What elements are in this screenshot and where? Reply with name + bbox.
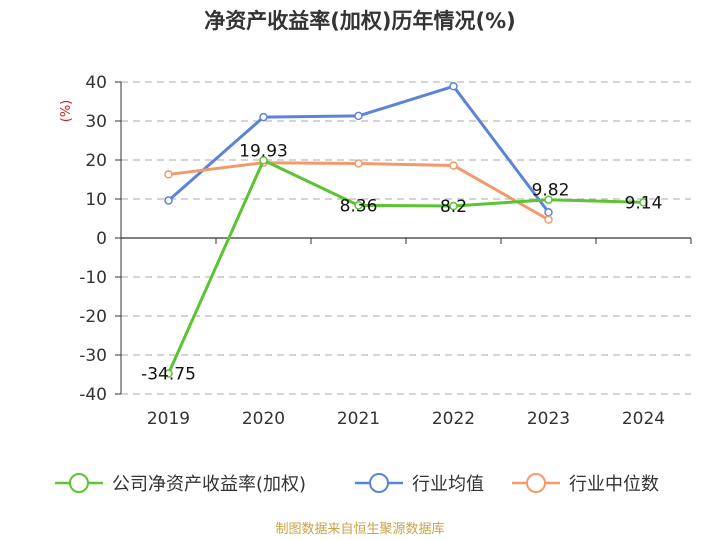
y-axis-label: (%) (59, 100, 74, 123)
data-point (164, 170, 173, 179)
legend-marker (526, 473, 546, 493)
data-point (354, 159, 363, 168)
data-point (259, 156, 268, 165)
y-tick-label: -30 (79, 346, 107, 366)
data-point (259, 112, 268, 122)
grid-lines (121, 81, 691, 395)
series-lines (164, 82, 648, 378)
source-note: 制图数据来自恒生聚源数据库 (275, 521, 444, 537)
data-label: -34.75 (141, 365, 196, 385)
data-label: 9.14 (625, 193, 663, 213)
data-point (164, 196, 173, 205)
data-point (354, 201, 363, 210)
legend-label: 公司净资产收益率(加权) (112, 474, 306, 495)
y-tick-label: 10 (85, 190, 107, 210)
series-line (167, 84, 550, 214)
data-label: 9.82 (532, 181, 570, 201)
x-tick-label: 2020 (242, 409, 285, 429)
chart-title: 净资产收益率(加权)历年情况(%) (204, 9, 515, 33)
legend-marker (69, 473, 89, 493)
data-point (544, 215, 553, 224)
y-tick-label: 0 (96, 229, 107, 249)
y-tick-label: 30 (85, 112, 107, 132)
y-tick-label: 20 (85, 151, 107, 171)
x-tick-label: 2019 (147, 409, 190, 429)
x-tick-label: 2023 (527, 409, 570, 429)
data-point (639, 198, 648, 207)
legend: 公司净资产收益率(加权) 行业均值 行业中位数 (55, 473, 659, 495)
x-tick-label: 2021 (337, 409, 380, 429)
data-point (164, 369, 173, 378)
y-tick-label: -10 (79, 268, 107, 288)
x-tick-label: 2022 (432, 409, 475, 429)
legend-label: 行业均值 (412, 474, 484, 495)
data-labels: -34.75 19.93 8.36 8.2 9.82 9.14 (141, 141, 662, 384)
data-point (449, 82, 458, 91)
x-tick-label: 2024 (622, 409, 665, 429)
y-tick-label: -40 (79, 385, 107, 405)
axes: 40 30 20 10 0 -10 -20 -30 -40 2019 2020 2021 2022 202… (79, 73, 692, 429)
legend-marker (369, 473, 389, 493)
y-tick-label: -20 (79, 307, 107, 327)
series-line (167, 158, 644, 375)
data-point (449, 201, 458, 211)
data-point (449, 161, 458, 170)
y-tick-label: 40 (85, 73, 107, 93)
data-point (354, 111, 363, 121)
data-point (544, 208, 553, 217)
data-label: 19.93 (239, 141, 288, 161)
data-point (544, 195, 553, 204)
data-label: 8.2 (440, 197, 467, 217)
data-label: 8.36 (340, 196, 378, 216)
legend-label: 行业中位数 (569, 474, 659, 495)
